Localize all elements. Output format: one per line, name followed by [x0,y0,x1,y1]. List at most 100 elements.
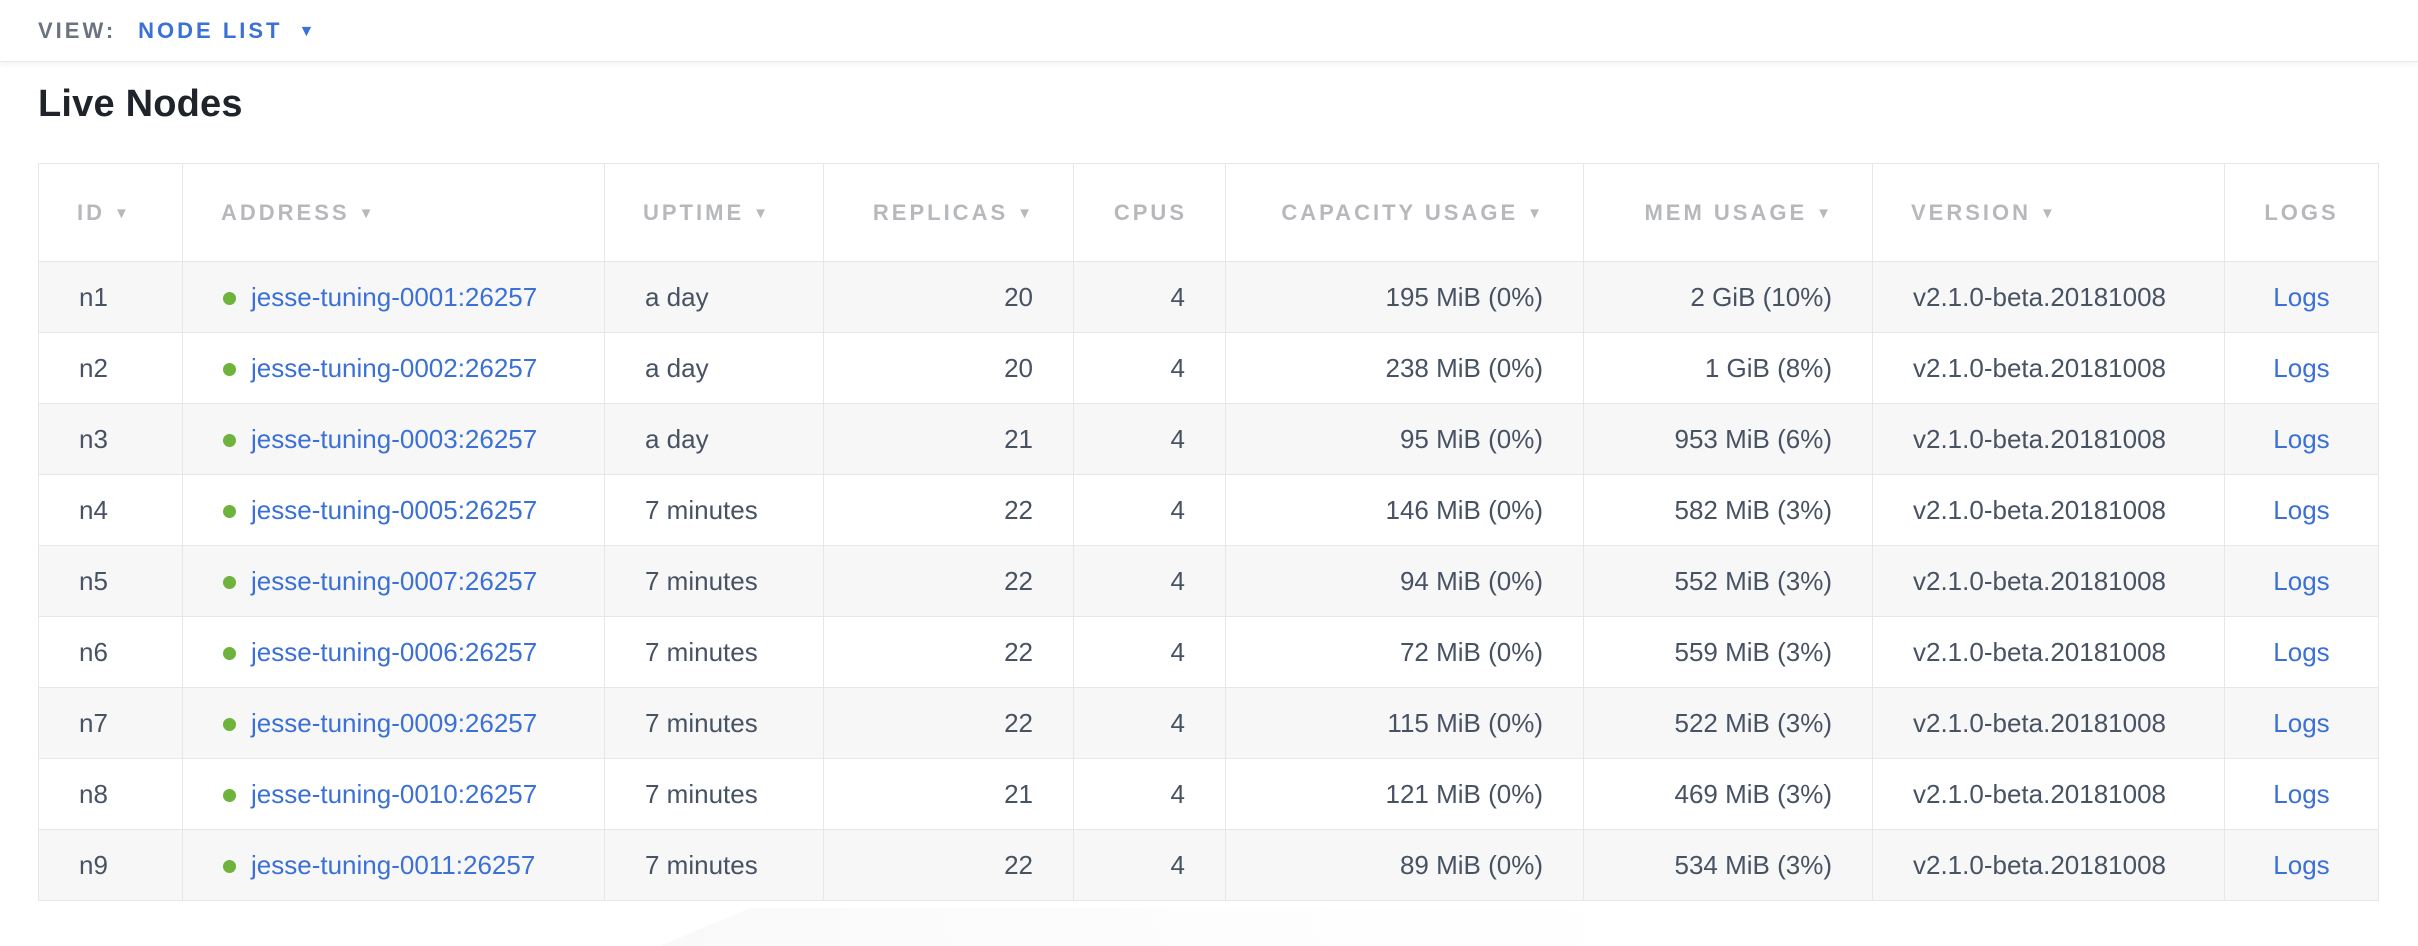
node-cpus-cell: 4 [1073,829,1226,901]
sort-caret-icon: ▼ [1816,204,1834,222]
table-row: n8 jesse-tuning-0010:26257 7 minutes 21 … [38,758,2379,830]
table-row: n1 jesse-tuning-0001:26257 a day 20 4 19… [38,261,2379,333]
node-uptime-cell: 7 minutes [604,758,824,830]
node-address-link[interactable]: jesse-tuning-0011:26257 [251,849,536,880]
node-cpus-cell: 4 [1073,403,1226,475]
node-address-cell: jesse-tuning-0002:26257 [182,332,605,404]
node-uptime-cell: 7 minutes [604,616,824,688]
node-cpus-cell: 4 [1073,474,1226,546]
table-row: n6 jesse-tuning-0006:26257 7 minutes 22 … [38,616,2379,688]
node-address-cell: jesse-tuning-0006:26257 [182,616,605,688]
node-uptime-cell: a day [604,403,824,475]
node-mem-cell: 534 MiB (3%) [1583,829,1873,901]
column-header-id[interactable]: ID ▼ [38,163,183,262]
node-address-cell: jesse-tuning-0009:26257 [182,687,605,759]
table-row: n3 jesse-tuning-0003:26257 a day 21 4 95… [38,403,2379,475]
node-logs-cell: Logs [2224,261,2379,333]
node-logs-link[interactable]: Logs [2273,352,2330,383]
node-mem-cell: 469 MiB (3%) [1583,758,1873,830]
view-dropdown-value[interactable]: NODE LIST [138,17,283,43]
node-cpus-cell: 4 [1073,332,1226,404]
node-replicas-cell: 20 [823,332,1074,404]
node-address-cell: jesse-tuning-0007:26257 [182,545,605,617]
node-address-cell: jesse-tuning-0001:26257 [182,261,605,333]
node-live-status-icon [223,646,236,660]
node-capacity-cell: 94 MiB (0%) [1225,545,1584,617]
node-capacity-cell: 146 MiB (0%) [1225,474,1584,546]
node-cpus-cell: 4 [1073,616,1226,688]
node-live-status-icon [223,788,236,802]
node-version-cell: v2.1.0-beta.20181008 [1872,616,2225,688]
column-header-address[interactable]: ADDRESS ▼ [182,163,605,262]
node-replicas-cell: 21 [823,758,1074,830]
node-version-cell: v2.1.0-beta.20181008 [1872,403,2225,475]
node-id-cell: n8 [38,758,183,830]
node-capacity-cell: 95 MiB (0%) [1225,403,1584,475]
node-logs-cell: Logs [2224,545,2379,617]
node-logs-link[interactable]: Logs [2273,281,2330,312]
node-uptime-cell: 7 minutes [604,545,824,617]
node-logs-cell: Logs [2224,758,2379,830]
node-address-link[interactable]: jesse-tuning-0006:26257 [251,636,538,667]
node-logs-link[interactable]: Logs [2273,778,2330,809]
node-mem-cell: 559 MiB (3%) [1583,616,1873,688]
column-header-capacity-usage[interactable]: CAPACITY USAGE ▼ [1225,163,1584,262]
node-id-cell: n4 [38,474,183,546]
node-logs-link[interactable]: Logs [2273,636,2330,667]
node-mem-cell: 953 MiB (6%) [1583,403,1873,475]
node-logs-cell: Logs [2224,332,2379,404]
node-address-link[interactable]: jesse-tuning-0001:26257 [251,281,538,312]
node-replicas-cell: 22 [823,474,1074,546]
table-row: n9 jesse-tuning-0011:26257 7 minutes 22 … [38,829,2379,901]
node-address-link[interactable]: jesse-tuning-0002:26257 [251,352,538,383]
node-logs-cell: Logs [2224,829,2379,901]
node-cpus-cell: 4 [1073,687,1226,759]
node-logs-link[interactable]: Logs [2273,707,2330,738]
node-logs-link[interactable]: Logs [2273,423,2330,454]
node-capacity-cell: 115 MiB (0%) [1225,687,1584,759]
node-address-cell: jesse-tuning-0005:26257 [182,474,605,546]
node-live-status-icon [223,859,236,873]
node-uptime-cell: 7 minutes [604,474,824,546]
node-version-cell: v2.1.0-beta.20181008 [1872,758,2225,830]
node-table-body: n1 jesse-tuning-0001:26257 a day 20 4 19… [38,261,2379,901]
node-id-cell: n2 [38,332,183,404]
node-logs-cell: Logs [2224,687,2379,759]
node-logs-link[interactable]: Logs [2273,849,2330,880]
node-address-link[interactable]: jesse-tuning-0003:26257 [251,423,538,454]
column-header-logs: LOGS [2224,163,2379,262]
node-logs-link[interactable]: Logs [2273,494,2330,525]
column-header-replicas[interactable]: REPLICAS ▼ [823,163,1074,262]
node-address-link[interactable]: jesse-tuning-0010:26257 [251,778,538,809]
node-version-cell: v2.1.0-beta.20181008 [1872,687,2225,759]
node-replicas-cell: 22 [823,545,1074,617]
node-live-status-icon [223,575,236,589]
node-uptime-cell: a day [604,261,824,333]
node-cpus-cell: 4 [1073,758,1226,830]
sort-caret-icon: ▼ [114,204,132,222]
column-header-mem-usage[interactable]: MEM USAGE ▼ [1583,163,1873,262]
chevron-down-icon[interactable]: ▼ [298,22,315,40]
node-version-cell: v2.1.0-beta.20181008 [1872,545,2225,617]
node-mem-cell: 522 MiB (3%) [1583,687,1873,759]
below-table-shadow [660,908,2418,946]
node-mem-cell: 582 MiB (3%) [1583,474,1873,546]
sort-caret-icon: ▼ [1017,204,1035,222]
view-dropdown[interactable]: NODE LIST ▼ [138,18,314,44]
node-mem-cell: 1 GiB (8%) [1583,332,1873,404]
column-header-uptime[interactable]: UPTIME ▼ [604,163,824,262]
node-replicas-cell: 22 [823,616,1074,688]
node-logs-cell: Logs [2224,474,2379,546]
node-logs-link[interactable]: Logs [2273,565,2330,596]
node-address-link[interactable]: jesse-tuning-0005:26257 [251,494,538,525]
node-address-link[interactable]: jesse-tuning-0007:26257 [251,565,538,596]
node-address-link[interactable]: jesse-tuning-0009:26257 [251,707,538,738]
node-replicas-cell: 21 [823,403,1074,475]
table-header-row: ID ▼ ADDRESS ▼ UPTIME ▼ REPLICAS ▼ CPUS CAPA… [38,163,2379,262]
node-capacity-cell: 121 MiB (0%) [1225,758,1584,830]
node-mem-cell: 2 GiB (10%) [1583,261,1873,333]
page-title: Live Nodes [38,83,243,125]
column-header-version[interactable]: VERSION ▼ [1872,163,2225,262]
node-version-cell: v2.1.0-beta.20181008 [1872,474,2225,546]
node-capacity-cell: 72 MiB (0%) [1225,616,1584,688]
